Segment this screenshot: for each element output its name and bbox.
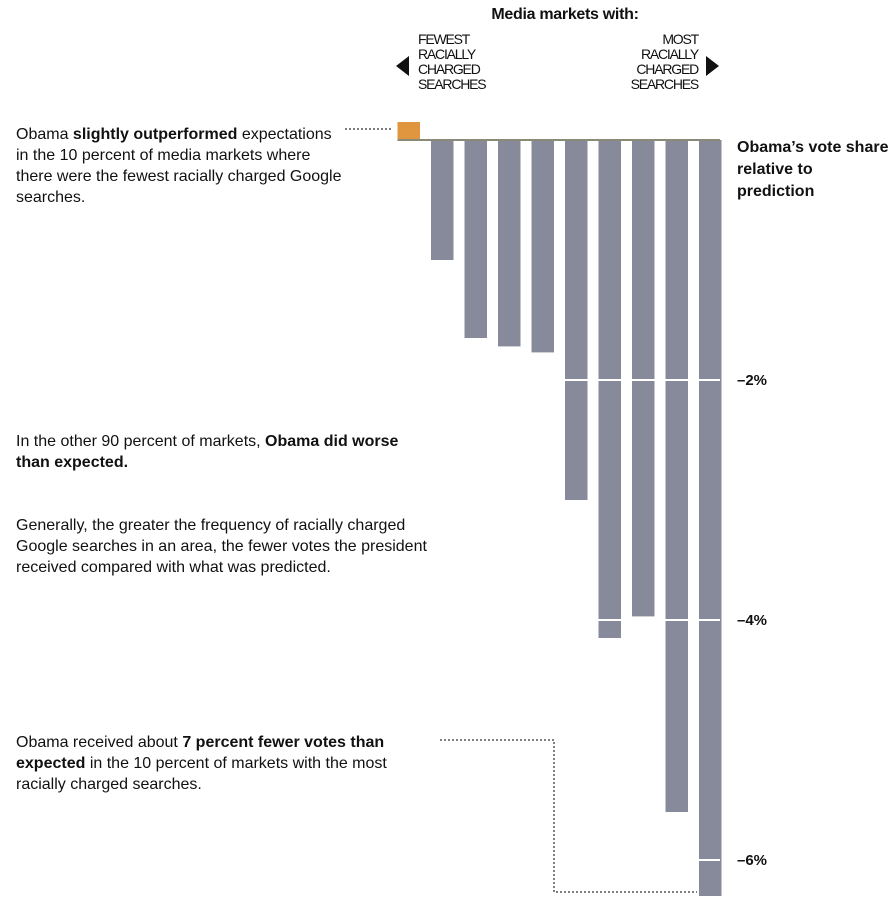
negative-bar [431,140,454,260]
annotation-general: Generally, the greater the frequency of … [16,517,427,576]
negative-bar [699,140,722,896]
fewest-label: FEWEST RACIALLY CHARGED SEARCHES [418,31,487,92]
header-title: Media markets with: [491,6,639,23]
annotation-text: In the other 90 percent of markets, [16,433,266,450]
most-label-line: RACIALLY [640,46,699,62]
annotation-bold: slightly outperformed [72,126,238,143]
fewest-label-line: CHARGED [418,61,481,77]
negative-bar [665,140,688,812]
negative-bar [464,140,487,338]
annotation-top: Obama slightly outperformed expectations… [16,124,346,208]
y-tick-label: –4% [737,612,768,629]
negative-bar [565,140,588,500]
y-axis-label: Obama’s vote share relative to predictio… [737,139,889,200]
most-label-line: CHARGED [636,61,699,77]
annotation-bold: 7 percent fewer votes than expected [16,734,385,772]
most-label-line: SEARCHES [630,76,700,92]
most-label: MOST RACIALLY CHARGED SEARCHES [630,31,700,92]
left-arrow-icon [396,56,409,76]
annotation-text: Obama received about [16,734,183,751]
negative-bar [531,140,554,353]
most-label-line: MOST [662,31,699,47]
y-tick-label: –6% [737,852,768,869]
fewest-label-line: SEARCHES [418,76,487,92]
leader-line-bottom [440,739,697,893]
annotation-bottom: Obama received about 7 percent fewer vot… [16,732,436,795]
y-tick-label: –2% [737,372,768,389]
negative-bar [632,140,655,617]
fewest-label-line: FEWEST [418,31,470,47]
right-arrow-icon [706,56,719,76]
negative-bar [498,140,521,347]
annotation-middle: In the other 90 percent of markets, Obam… [16,431,436,473]
positive-bar [397,122,420,140]
negative-bar [598,140,621,638]
annotation-bold: Obama did worse than expected. [16,433,399,471]
fewest-label-line: RACIALLY [418,46,476,62]
annotation-text: in the 10 percent of markets with the mo… [16,755,387,793]
annotation-text: Obama [16,126,73,143]
annotation-text: expectations in the 10 percent of media … [16,126,342,206]
